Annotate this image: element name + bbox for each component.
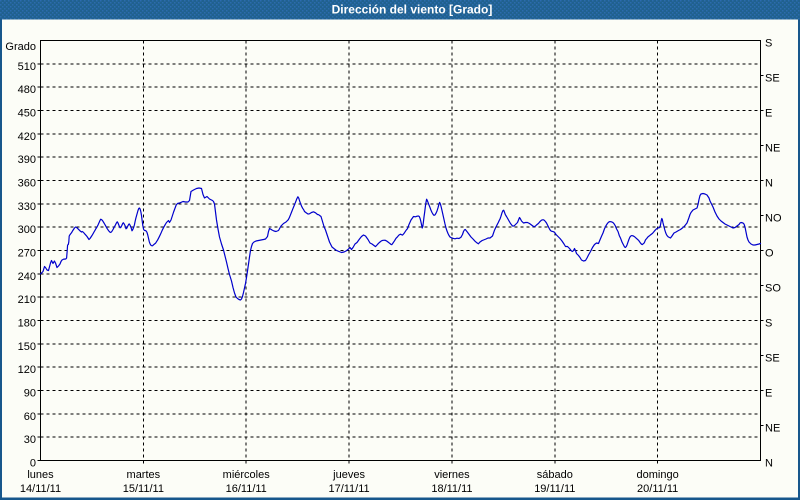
svg-text:14/11/11: 14/11/11 — [20, 483, 61, 495]
svg-text:420: 420 — [18, 131, 36, 143]
svg-text:E: E — [765, 108, 772, 120]
svg-text:sábado: sábado — [537, 469, 573, 481]
svg-text:150: 150 — [18, 341, 36, 353]
svg-text:15/11/11: 15/11/11 — [123, 483, 164, 495]
svg-text:390: 390 — [18, 154, 36, 166]
svg-text:330: 330 — [18, 201, 36, 213]
svg-text:SE: SE — [765, 353, 780, 365]
svg-text:lunes: lunes — [27, 469, 54, 481]
svg-text:210: 210 — [18, 294, 36, 306]
svg-text:450: 450 — [18, 108, 36, 120]
svg-text:viernes: viernes — [434, 469, 470, 481]
svg-text:60: 60 — [24, 411, 36, 423]
svg-text:120: 120 — [18, 364, 36, 376]
svg-text:SE: SE — [765, 73, 780, 85]
svg-text:30: 30 — [24, 434, 36, 446]
svg-text:18/11/11: 18/11/11 — [431, 483, 472, 495]
svg-text:270: 270 — [18, 248, 36, 260]
svg-text:16/11/11: 16/11/11 — [226, 483, 267, 495]
svg-text:S: S — [765, 38, 772, 50]
svg-text:martes: martes — [127, 469, 161, 481]
svg-text:0: 0 — [30, 458, 36, 470]
svg-text:19/11/11: 19/11/11 — [534, 483, 575, 495]
svg-text:O: O — [765, 248, 774, 260]
svg-text:Grado: Grado — [5, 41, 36, 53]
svg-text:300: 300 — [18, 224, 36, 236]
svg-text:N: N — [765, 458, 773, 470]
svg-text:20/11/11: 20/11/11 — [637, 483, 678, 495]
svg-text:510: 510 — [18, 61, 36, 73]
svg-text:E: E — [765, 388, 772, 400]
svg-text:N: N — [765, 178, 773, 190]
svg-text:17/11/11: 17/11/11 — [328, 483, 369, 495]
svg-text:domingo: domingo — [637, 469, 679, 481]
svg-text:Dirección del viento [Grado]: Dirección del viento [Grado] — [332, 3, 493, 17]
svg-text:miércoles: miércoles — [223, 469, 271, 481]
svg-text:90: 90 — [24, 388, 36, 400]
svg-text:360: 360 — [18, 178, 36, 190]
svg-text:jueves: jueves — [332, 469, 365, 481]
svg-text:S: S — [765, 318, 772, 330]
svg-text:480: 480 — [18, 84, 36, 96]
svg-text:NE: NE — [765, 143, 780, 155]
svg-text:240: 240 — [18, 271, 36, 283]
svg-text:NO: NO — [765, 213, 782, 225]
svg-text:180: 180 — [18, 318, 36, 330]
svg-text:SO: SO — [765, 283, 781, 295]
svg-text:NE: NE — [765, 423, 780, 435]
